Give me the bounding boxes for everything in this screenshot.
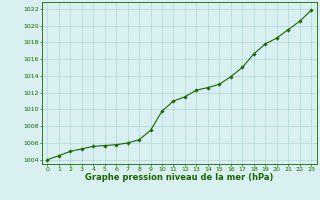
X-axis label: Graphe pression niveau de la mer (hPa): Graphe pression niveau de la mer (hPa)	[85, 173, 273, 182]
